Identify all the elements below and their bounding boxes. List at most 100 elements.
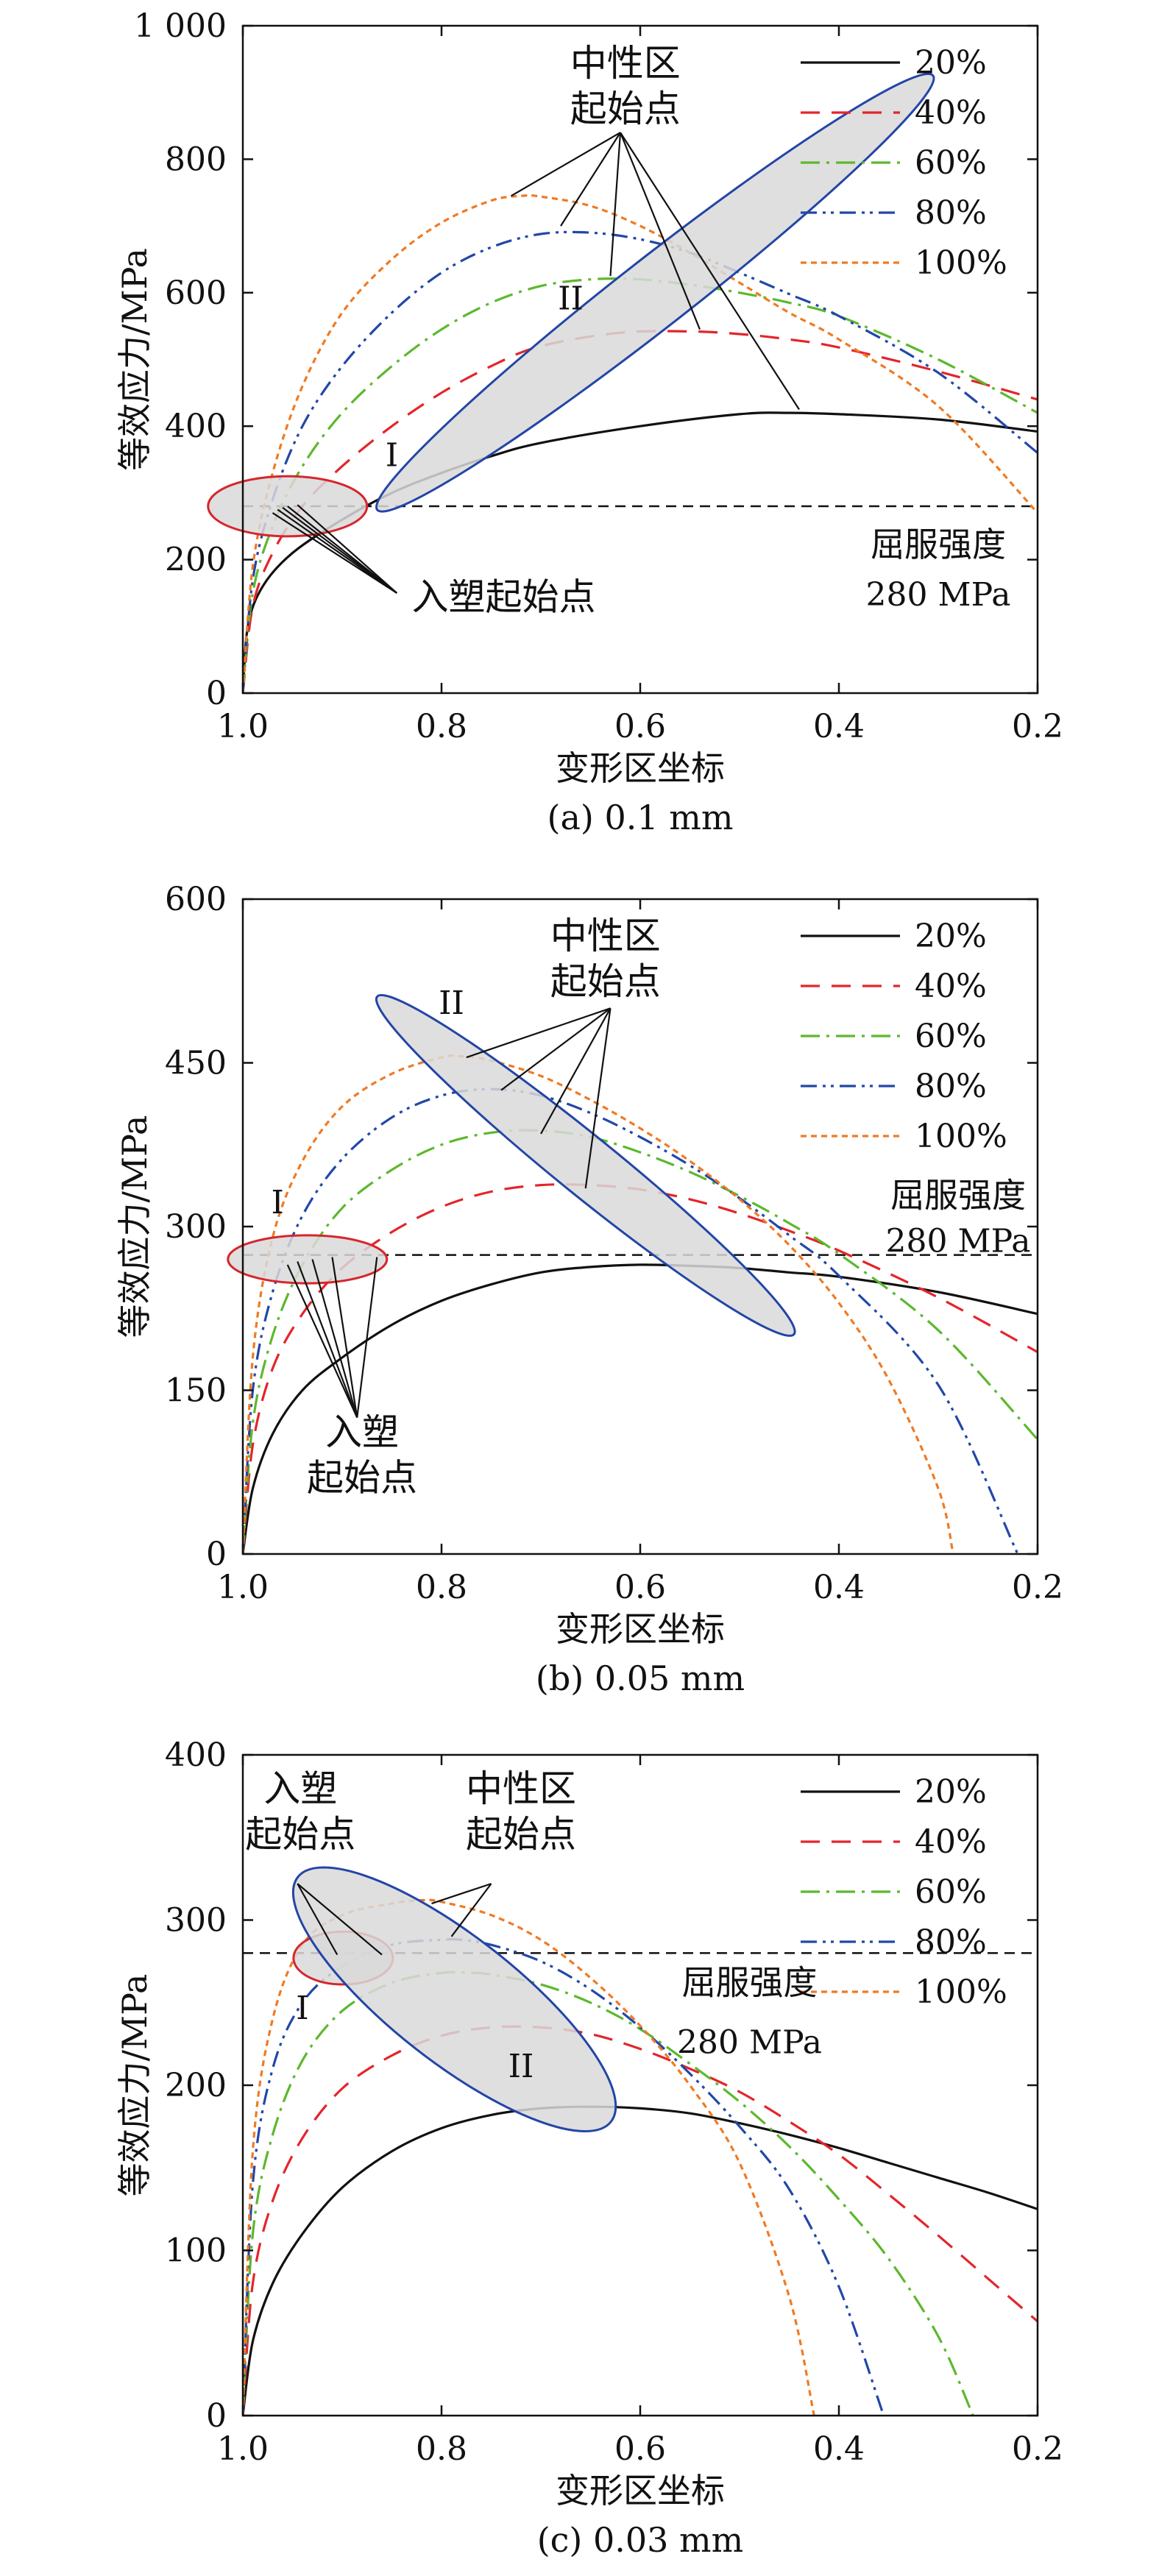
legend-label: 20% (915, 918, 987, 955)
leader-line (311, 1259, 358, 1418)
legend-label: 100% (915, 1118, 1007, 1155)
y-tick-label: 150 (165, 1372, 227, 1410)
series-line-40pct (243, 1183, 1038, 1554)
legend-label: 40% (915, 94, 987, 132)
yield-strength-label: 屈服强度 (871, 525, 1006, 564)
legend-label: 60% (915, 1018, 987, 1055)
y-tick-label: 200 (165, 2067, 227, 2104)
leader-line (609, 132, 622, 277)
x-tick-label: 0.8 (416, 1569, 467, 1606)
legend-label: 100% (915, 1973, 1007, 2011)
chart-panel-a: 1.0 0.8 0.6 0.4 0.2 0 200 400 600 800 1 000 变形区坐标 等效… (115, 7, 1063, 837)
leader-line (286, 1264, 358, 1419)
caption: (b) 0.05 mm (536, 1658, 745, 1698)
leader-line (297, 1883, 339, 1956)
x-axis-label: 变形区坐标 (556, 1609, 725, 1649)
y-tick-label: 400 (165, 408, 227, 445)
neutral-zone-label: 中性区 (570, 42, 681, 85)
y-tick-label: 450 (165, 1045, 227, 1082)
region-II-label: II (558, 280, 584, 317)
plastic-start-label: 起始点 (307, 1457, 417, 1500)
y-axis-label: 等效应力/MPa (115, 248, 155, 471)
legend-label: 80% (915, 194, 987, 232)
y-axis-label: 等效应力/MPa (115, 1115, 155, 1338)
y-tick-label: 200 (165, 542, 227, 579)
x-tick-label: 0.6 (614, 708, 666, 745)
legend-label: 20% (915, 44, 987, 82)
x-tick-label: 0.4 (813, 2430, 865, 2468)
leader-line (500, 1007, 612, 1091)
leader-line (450, 1883, 492, 1937)
x-tick-label: 0.2 (1012, 2430, 1063, 2468)
yield-strength-label: 屈服强度 (890, 1175, 1026, 1215)
x-tick-label: 0.2 (1012, 1569, 1063, 1606)
region-II-label: II (508, 2048, 534, 2085)
chart-panel-b: 1.0 0.8 0.6 0.4 0.2 0 150 300 450 600 变形区坐标 等效应力/MP… (115, 881, 1063, 1698)
leader-line (297, 1261, 358, 1418)
x-tick-label: 0.6 (614, 2430, 666, 2468)
x-tick-label: 0.8 (416, 2430, 467, 2468)
neutral-zone-label: 起始点 (570, 88, 681, 130)
leader-line (272, 512, 397, 594)
y-tick-label: 800 (165, 141, 227, 178)
caption: (a) 0.1 mm (547, 798, 734, 837)
x-axis-label: 变形区坐标 (556, 748, 725, 788)
y-tick-label: 0 (206, 2397, 227, 2435)
x-tick-label: 1.0 (217, 2430, 269, 2468)
yield-strength-value: 280 MPa (866, 576, 1011, 614)
series-line-20pct (243, 1263, 1038, 1554)
plastic-start-label: 入塑 (325, 1411, 399, 1454)
leader-line (510, 132, 621, 197)
neutral-zone-label: 中性区 (550, 915, 661, 957)
neutral-zone-label: 中性区 (466, 1767, 576, 1810)
y-axis-label: 等效应力/MPa (115, 1974, 155, 2197)
chart-panel-c: 1.0 0.8 0.6 0.4 0.2 0 100 200 300 400 变形区坐标 等效应力/MP… (115, 1736, 1063, 2560)
neutral-zone-label: 起始点 (550, 960, 661, 1003)
region-ii-ellipse (375, 72, 935, 513)
legend-label: 20% (915, 1773, 987, 1811)
x-axis-label: 变形区坐标 (556, 2471, 725, 2511)
legend-label: 80% (915, 1068, 987, 1105)
x-tick-label: 0.2 (1012, 708, 1063, 745)
x-tick-label: 0.8 (416, 708, 467, 745)
legend-label: 100% (915, 244, 1007, 282)
legend-label: 40% (915, 968, 987, 1005)
y-tick-label: 300 (165, 1902, 227, 1940)
legend-label: 80% (915, 1923, 987, 1961)
y-tick-label: 0 (206, 675, 227, 712)
leader-line (356, 1257, 378, 1418)
yield-strength-value: 280 MPa (886, 1223, 1031, 1260)
leader-line (584, 1008, 612, 1189)
region-ii-ellipse (375, 993, 796, 1337)
x-tick-label: 0.4 (813, 708, 865, 745)
series-line-100pct (243, 1898, 815, 2416)
series-line-60pct (243, 1970, 974, 2416)
region-i-ellipse (227, 1234, 389, 1285)
legend-label: 40% (915, 1823, 987, 1861)
x-tick-label: 1.0 (217, 708, 269, 745)
caption: (c) 0.03 mm (537, 2520, 744, 2560)
plastic-start-label: 入塑 (263, 1767, 337, 1810)
plastic-start-label: 入塑起始点 (412, 576, 596, 619)
series-line-80pct (243, 230, 1038, 693)
leader-line (466, 1007, 611, 1059)
series-line-100pct (243, 194, 1038, 693)
region-ii-ellipse (291, 1866, 617, 2133)
series-line-80pct (243, 1937, 885, 2416)
yield-strength-value: 280 MPa (677, 2023, 822, 2061)
region-I-label: I (272, 1184, 284, 1221)
series-line-20pct (243, 411, 1038, 693)
leader-line (620, 132, 800, 411)
leader-line (431, 1883, 492, 1905)
region-I-label: I (386, 437, 398, 475)
leader-line (297, 504, 397, 594)
leader-line (297, 1883, 383, 1956)
yield-strength-label: 屈服强度 (682, 1963, 818, 2003)
region-I-label: I (296, 1990, 308, 2027)
leader-line (287, 505, 397, 594)
x-tick-label: 0.4 (813, 1569, 865, 1606)
leader-line (331, 1257, 358, 1418)
neutral-zone-label: 起始点 (466, 1813, 576, 1856)
x-tick-label: 0.6 (614, 1569, 666, 1606)
